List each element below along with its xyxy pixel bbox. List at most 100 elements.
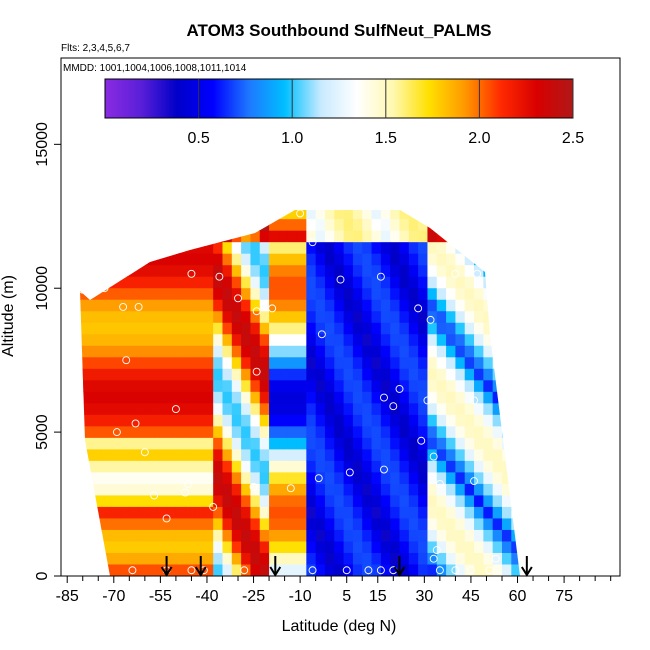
heatmap-cell bbox=[175, 299, 186, 312]
heatmap-cell bbox=[464, 494, 475, 507]
heatmap-cell bbox=[474, 310, 484, 323]
heatmap-cell bbox=[306, 552, 317, 565]
heatmap-cell bbox=[259, 322, 270, 335]
heatmap-cell bbox=[250, 333, 261, 346]
heatmap-cell bbox=[166, 506, 177, 519]
heatmap-cell bbox=[80, 437, 84, 450]
heatmap-cell bbox=[241, 356, 252, 369]
heatmap-cell bbox=[138, 448, 149, 461]
heatmap-cell bbox=[110, 368, 121, 381]
chart-subtitle-flights: Flts: 2,3,4,5,6,7 bbox=[61, 43, 130, 54]
heatmap-cell bbox=[222, 506, 233, 519]
heatmap-cell bbox=[110, 494, 121, 507]
heatmap-cell bbox=[80, 333, 84, 346]
heatmap-cell bbox=[455, 345, 466, 358]
heatmap-cell bbox=[278, 414, 289, 427]
heatmap-cell bbox=[343, 253, 354, 266]
heatmap-cell bbox=[427, 506, 438, 519]
heatmap-cell bbox=[250, 517, 261, 530]
heatmap-cell bbox=[129, 310, 140, 323]
heatmap-cell bbox=[120, 241, 130, 254]
heatmap-cell bbox=[92, 218, 102, 231]
heatmap-cell bbox=[474, 196, 484, 208]
heatmap-cell bbox=[120, 448, 130, 461]
heatmap-cell bbox=[492, 218, 503, 231]
heatmap-cell bbox=[110, 218, 121, 231]
heatmap-cell bbox=[493, 196, 503, 208]
heatmap-cell bbox=[194, 506, 205, 519]
heatmap-cell bbox=[380, 552, 391, 565]
heatmap-cell bbox=[501, 241, 512, 254]
heatmap-cell bbox=[203, 494, 214, 507]
heatmap-cell bbox=[334, 529, 345, 542]
observation-marker bbox=[308, 566, 317, 575]
heatmap-cell bbox=[390, 448, 401, 461]
heatmap-cell bbox=[64, 552, 74, 564]
heatmap-cell bbox=[64, 196, 74, 208]
heatmap-cell bbox=[80, 368, 84, 381]
heatmap-cell bbox=[436, 425, 447, 438]
heatmap-cell bbox=[259, 299, 270, 312]
heatmap-cell bbox=[297, 310, 307, 323]
heatmap-cell bbox=[483, 552, 494, 565]
heatmap-cell bbox=[427, 299, 438, 312]
observation-marker bbox=[342, 566, 351, 575]
heatmap-cell bbox=[147, 563, 158, 576]
heatmap-cell bbox=[455, 310, 466, 323]
heatmap-cell bbox=[511, 402, 520, 415]
heatmap-cell bbox=[222, 356, 233, 369]
heatmap-cell bbox=[464, 322, 475, 335]
heatmap-cell bbox=[259, 333, 270, 346]
heatmap-cell bbox=[380, 287, 391, 300]
heatmap-cell bbox=[399, 210, 410, 220]
heatmap-cell bbox=[231, 448, 242, 461]
heatmap-cell bbox=[408, 253, 419, 266]
heatmap-cell bbox=[269, 540, 280, 553]
heatmap-cell bbox=[64, 403, 74, 415]
heatmap-cell bbox=[483, 425, 494, 438]
heatmap-cell bbox=[120, 483, 130, 496]
heatmap-cell bbox=[427, 241, 438, 254]
heatmap-cell bbox=[222, 425, 233, 438]
heatmap-cell bbox=[362, 345, 373, 358]
heatmap-cell bbox=[399, 253, 410, 266]
heatmap-cell bbox=[129, 333, 140, 346]
heatmap-cell bbox=[231, 552, 242, 565]
heatmap-cell bbox=[110, 333, 121, 346]
heatmap-cell bbox=[148, 196, 158, 208]
heatmap-cell bbox=[427, 437, 438, 450]
heatmap-cell bbox=[427, 218, 438, 231]
heatmap-cell bbox=[147, 230, 158, 243]
heatmap-cell bbox=[492, 241, 503, 254]
heatmap-cell bbox=[380, 425, 391, 438]
heatmap-cell bbox=[352, 506, 363, 519]
observation-marker bbox=[491, 554, 500, 563]
heatmap-cell bbox=[222, 196, 232, 208]
heatmap-cell bbox=[436, 333, 447, 346]
heatmap-cell bbox=[269, 563, 280, 576]
heatmap-cell bbox=[64, 299, 74, 311]
heatmap-cell bbox=[101, 379, 112, 392]
heatmap-cell bbox=[203, 506, 214, 519]
heatmap-cell bbox=[464, 437, 475, 450]
heatmap-cell bbox=[278, 517, 289, 530]
heatmap-cell bbox=[231, 379, 242, 392]
heatmap-cell bbox=[213, 310, 224, 323]
heatmap-cell bbox=[185, 483, 196, 496]
heatmap-cell bbox=[269, 460, 280, 473]
heatmap-cell bbox=[194, 483, 205, 496]
heatmap-cell bbox=[297, 471, 307, 484]
heatmap-cell bbox=[166, 368, 177, 381]
heatmap-cell bbox=[82, 506, 93, 519]
heatmap-cell bbox=[418, 540, 429, 553]
heatmap-cell bbox=[362, 563, 373, 576]
observation-marker bbox=[162, 514, 171, 523]
heatmap-cell bbox=[120, 437, 130, 450]
heatmap-cell bbox=[269, 437, 280, 450]
observation-marker bbox=[308, 238, 317, 247]
heatmap-cell bbox=[399, 402, 410, 415]
heatmap-cell bbox=[464, 287, 475, 300]
x-tick-label: -55 bbox=[149, 588, 172, 605]
heatmap-cell bbox=[380, 276, 391, 289]
heatmap-cell bbox=[259, 368, 270, 381]
